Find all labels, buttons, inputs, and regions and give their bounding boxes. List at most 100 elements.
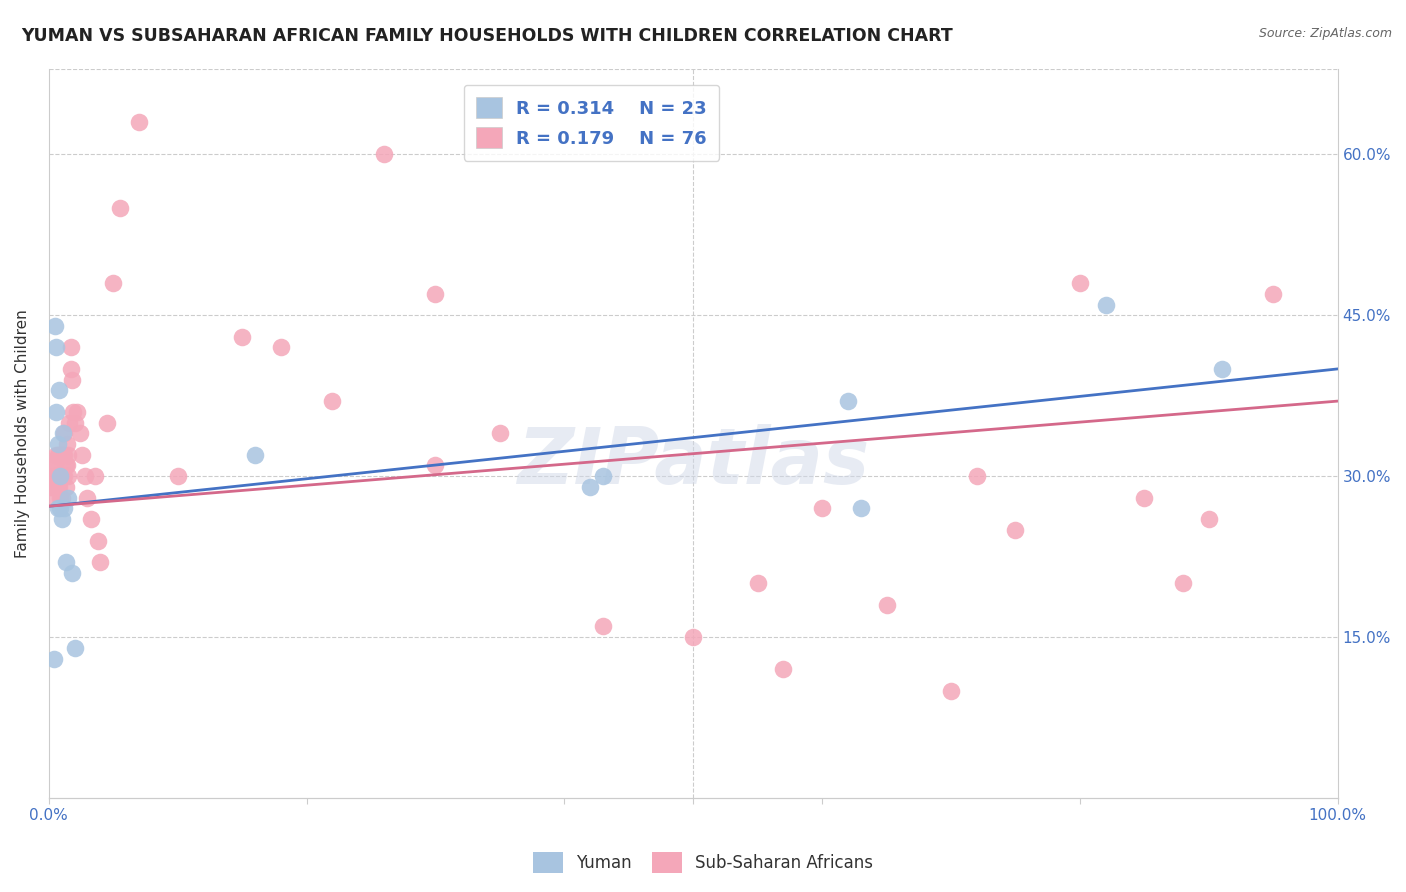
Point	[837, 394, 859, 409]
Point	[80, 512, 103, 526]
Point	[84, 469, 107, 483]
Point	[49, 491, 72, 505]
Point	[939, 683, 962, 698]
Point	[48, 448, 70, 462]
Text: ZIPatlas: ZIPatlas	[517, 425, 869, 500]
Point	[46, 437, 69, 451]
Point	[1211, 362, 1233, 376]
Point	[52, 469, 75, 483]
Point	[48, 384, 70, 398]
Point	[51, 469, 73, 483]
Point	[39, 480, 62, 494]
Point	[51, 491, 73, 505]
Point	[231, 330, 253, 344]
Point	[63, 416, 86, 430]
Point	[425, 286, 447, 301]
Point	[772, 662, 794, 676]
Point	[243, 448, 266, 462]
Point	[876, 598, 898, 612]
Point	[51, 512, 73, 526]
Point	[56, 437, 79, 451]
Point	[41, 480, 63, 494]
Point	[592, 469, 614, 483]
Point	[58, 416, 80, 430]
Point	[46, 469, 69, 483]
Point	[1004, 523, 1026, 537]
Point	[56, 448, 79, 462]
Point	[52, 448, 75, 462]
Point	[45, 405, 67, 419]
Point	[103, 276, 125, 290]
Point	[53, 469, 76, 483]
Point	[49, 469, 72, 483]
Point	[49, 501, 72, 516]
Point	[166, 469, 188, 483]
Point	[682, 630, 704, 644]
Legend: Yuman, Sub-Saharan Africans: Yuman, Sub-Saharan Africans	[526, 846, 880, 880]
Text: YUMAN VS SUBSAHARAN AFRICAN FAMILY HOUSEHOLDS WITH CHILDREN CORRELATION CHART: YUMAN VS SUBSAHARAN AFRICAN FAMILY HOUSE…	[21, 27, 953, 45]
Point	[270, 341, 292, 355]
Point	[579, 480, 602, 494]
Point	[489, 426, 512, 441]
Point	[42, 469, 65, 483]
Point	[44, 480, 66, 494]
Point	[45, 480, 67, 494]
Point	[811, 501, 834, 516]
Point	[45, 448, 67, 462]
Point	[128, 115, 150, 129]
Point	[849, 501, 872, 516]
Point	[747, 576, 769, 591]
Legend: R = 0.314    N = 23, R = 0.179    N = 76: R = 0.314 N = 23, R = 0.179 N = 76	[464, 85, 720, 161]
Y-axis label: Family Households with Children: Family Households with Children	[15, 309, 30, 558]
Point	[87, 533, 110, 548]
Point	[55, 555, 77, 569]
Point	[48, 469, 70, 483]
Point	[966, 469, 988, 483]
Point	[52, 426, 75, 441]
Point	[53, 426, 76, 441]
Point	[56, 469, 79, 483]
Point	[49, 469, 72, 483]
Point	[69, 426, 91, 441]
Point	[96, 416, 118, 430]
Point	[49, 448, 72, 462]
Point	[1171, 576, 1194, 591]
Point	[321, 394, 343, 409]
Point	[46, 480, 69, 494]
Point	[1094, 297, 1116, 311]
Point	[46, 448, 69, 462]
Point	[44, 469, 66, 483]
Point	[41, 491, 63, 505]
Point	[72, 448, 94, 462]
Point	[46, 501, 69, 516]
Point	[60, 373, 83, 387]
Point	[59, 362, 82, 376]
Point	[42, 651, 65, 665]
Point	[51, 448, 73, 462]
Point	[1069, 276, 1091, 290]
Point	[56, 491, 79, 505]
Point	[53, 448, 76, 462]
Point	[66, 405, 89, 419]
Point	[1133, 491, 1156, 505]
Point	[89, 555, 111, 569]
Point	[60, 566, 83, 580]
Point	[62, 405, 84, 419]
Point	[41, 469, 63, 483]
Point	[53, 501, 76, 516]
Point	[76, 491, 98, 505]
Point	[1263, 286, 1285, 301]
Point	[1198, 512, 1220, 526]
Point	[45, 341, 67, 355]
Point	[59, 341, 82, 355]
Point	[108, 201, 131, 215]
Point	[373, 147, 395, 161]
Point	[56, 458, 79, 473]
Point	[592, 619, 614, 633]
Point	[425, 458, 447, 473]
Point	[55, 480, 77, 494]
Point	[73, 469, 96, 483]
Point	[48, 480, 70, 494]
Point	[55, 458, 77, 473]
Point	[42, 458, 65, 473]
